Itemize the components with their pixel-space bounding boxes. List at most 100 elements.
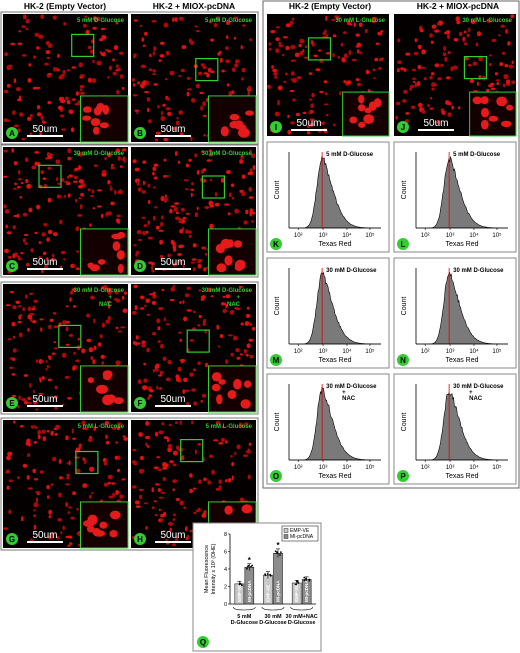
cell [11, 394, 17, 398]
cell [193, 368, 196, 372]
cell [33, 441, 38, 444]
cell [413, 51, 419, 56]
cell [51, 532, 55, 537]
cell [295, 112, 301, 117]
cell [271, 65, 274, 69]
cell [65, 435, 69, 441]
cell [417, 44, 422, 50]
cell [143, 378, 148, 383]
cell [164, 463, 169, 467]
cell [154, 368, 159, 372]
cell [152, 69, 156, 73]
cell [67, 511, 71, 515]
cell [218, 485, 222, 490]
cell [148, 199, 151, 205]
replicate-dot [308, 578, 311, 581]
cell [161, 215, 164, 220]
cell [115, 490, 119, 495]
cell [211, 469, 215, 475]
cell [3, 149, 8, 153]
cell [450, 66, 454, 72]
cell [14, 124, 19, 128]
inset-cell [82, 115, 92, 121]
cell [214, 202, 220, 207]
cell [25, 28, 29, 31]
cell [496, 82, 500, 85]
cell [22, 212, 28, 217]
cell [47, 166, 51, 170]
inset-cell [93, 106, 102, 116]
cell [246, 306, 250, 310]
replicate-dot [297, 582, 300, 584]
cell [94, 164, 98, 168]
inset-cell [229, 113, 240, 121]
zoom-box [186, 329, 210, 353]
cell [39, 318, 44, 321]
cell [148, 119, 152, 124]
x-tick-label: 30 mM D-Glucose [259, 614, 287, 626]
x-axis-label: Texas Red [445, 241, 478, 248]
cell [189, 473, 193, 478]
panel-letter: I [275, 123, 277, 132]
cell [289, 89, 295, 93]
cell [23, 14, 26, 20]
cell [188, 230, 192, 234]
condition-label: 30 mM D-Glucose [74, 288, 125, 294]
y-axis-label: Mean Fluorescence [204, 545, 210, 593]
micrograph: 50um J 30 mM L-Glucose [394, 14, 517, 137]
x-tick-label: 10² [421, 233, 430, 239]
cell [83, 459, 87, 464]
cell [182, 264, 185, 268]
cell [40, 170, 45, 175]
y-axis-label: Count [274, 181, 281, 200]
cell [222, 308, 227, 314]
cell [8, 509, 11, 515]
cell [46, 365, 50, 368]
cell [76, 468, 81, 474]
cell [155, 431, 159, 437]
x-tick-label: 10⁴ [342, 464, 352, 471]
cell [68, 460, 71, 466]
cell [3, 175, 8, 178]
cell [35, 86, 41, 90]
cell [166, 437, 170, 443]
cell [418, 102, 423, 108]
cell [34, 478, 38, 481]
cell [162, 477, 166, 481]
cell [32, 389, 35, 394]
cell [241, 174, 246, 179]
inset-cell [218, 379, 226, 385]
cell [197, 324, 200, 327]
cell [30, 113, 33, 118]
cell [51, 352, 56, 355]
cell [140, 455, 144, 461]
condition-label: + [108, 295, 112, 301]
inset-cell [86, 525, 95, 533]
cell [201, 393, 207, 398]
cell [224, 479, 228, 483]
scale-label: 50um [32, 530, 57, 541]
cell [236, 444, 241, 450]
cell [194, 25, 198, 28]
cell [75, 359, 80, 363]
cell [221, 425, 225, 428]
cell [200, 298, 205, 301]
cell [119, 74, 124, 79]
cell [191, 98, 196, 103]
cell [25, 179, 29, 183]
cell [145, 435, 151, 440]
cell [220, 177, 225, 183]
bar-label: MI-pcDNA [304, 580, 309, 602]
cell [41, 119, 44, 123]
cell [166, 97, 170, 101]
cell [186, 286, 191, 290]
cell [55, 159, 61, 164]
panel-badge [397, 121, 409, 133]
x-tick-label: 10⁴ [469, 232, 479, 239]
condition-label: NAC [227, 302, 241, 308]
cell [152, 332, 157, 336]
cell [206, 159, 212, 162]
cell [185, 526, 188, 532]
cell [145, 525, 148, 530]
cell [42, 436, 46, 442]
